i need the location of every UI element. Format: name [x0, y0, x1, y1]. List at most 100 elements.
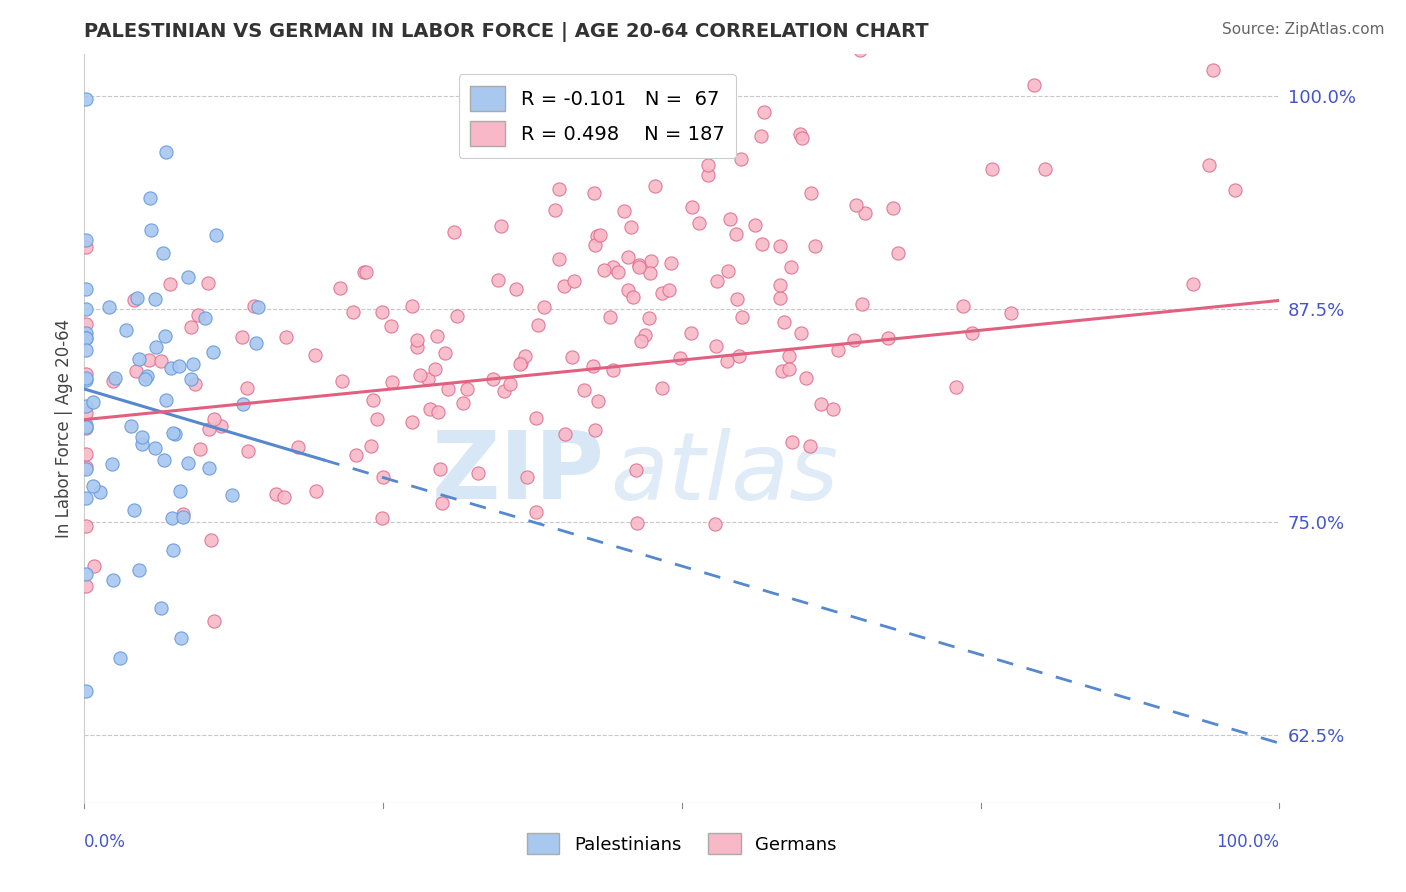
Point — [75, 326, 97, 341]
Point — [202, 412, 225, 426]
Point — [115, 323, 138, 337]
Point — [589, 227, 612, 242]
Point — [287, 440, 309, 454]
Point — [169, 483, 191, 498]
Y-axis label: In Labor Force | Age 20-64: In Labor Force | Age 20-64 — [55, 318, 73, 538]
Point — [243, 299, 266, 313]
Point — [561, 350, 583, 364]
Point — [658, 283, 681, 297]
Point — [131, 437, 153, 451]
Point — [810, 396, 832, 410]
Point — [172, 509, 194, 524]
Point — [626, 516, 648, 531]
Point — [135, 368, 157, 383]
Point — [644, 178, 666, 193]
Point — [75, 418, 97, 433]
Point — [804, 239, 827, 253]
Point — [616, 250, 638, 264]
Point — [238, 443, 260, 458]
Point — [143, 442, 166, 456]
Point — [235, 381, 257, 395]
Point — [127, 291, 149, 305]
Point — [533, 300, 555, 314]
Point — [751, 128, 773, 143]
Point — [75, 518, 97, 533]
Point — [717, 264, 740, 278]
Point — [728, 349, 751, 363]
Point — [160, 511, 183, 525]
Point — [194, 311, 217, 326]
Point — [842, 333, 865, 347]
Point — [122, 503, 145, 517]
Point — [845, 198, 868, 212]
Point — [304, 348, 326, 362]
Point — [101, 457, 124, 471]
Point — [134, 372, 156, 386]
Point — [621, 290, 644, 304]
Point — [794, 371, 817, 385]
Point — [75, 579, 97, 593]
Point — [172, 507, 194, 521]
Point — [162, 542, 184, 557]
Point — [731, 310, 754, 325]
Point — [75, 233, 97, 247]
Point — [1198, 159, 1220, 173]
Point — [128, 563, 150, 577]
Point — [752, 105, 775, 120]
Point — [406, 340, 429, 354]
Point — [627, 258, 650, 272]
Point — [553, 279, 575, 293]
Point — [651, 286, 673, 301]
Point — [342, 304, 364, 318]
Point — [429, 462, 451, 476]
Point — [82, 479, 104, 493]
Point — [108, 650, 131, 665]
Point — [572, 383, 595, 397]
Text: 100.0%: 100.0% — [1216, 833, 1279, 851]
Legend: Palestinians, Germans: Palestinians, Germans — [520, 826, 844, 861]
Point — [770, 363, 793, 377]
Point — [779, 361, 801, 376]
Point — [467, 466, 489, 480]
Point — [75, 567, 97, 582]
Point — [751, 237, 773, 252]
Point — [1022, 78, 1045, 92]
Point — [624, 463, 647, 477]
Point — [730, 152, 752, 166]
Point — [209, 419, 232, 434]
Point — [75, 301, 97, 316]
Point — [160, 361, 183, 376]
Point — [548, 182, 571, 196]
Point — [779, 260, 801, 274]
Point — [180, 320, 202, 334]
Point — [697, 168, 720, 182]
Point — [188, 442, 211, 457]
Point — [273, 490, 295, 504]
Point — [75, 240, 97, 254]
Point — [851, 297, 873, 311]
Point — [75, 318, 97, 332]
Point — [162, 425, 184, 440]
Point — [602, 260, 624, 274]
Point — [75, 92, 97, 106]
Point — [82, 395, 104, 409]
Point — [780, 434, 803, 449]
Point — [592, 263, 614, 277]
Point — [981, 162, 1004, 177]
Point — [638, 266, 661, 280]
Point — [586, 394, 609, 409]
Point — [524, 410, 547, 425]
Point — [583, 423, 606, 437]
Point — [446, 310, 468, 324]
Point — [505, 282, 527, 296]
Point — [990, 21, 1012, 36]
Text: atlas: atlas — [610, 427, 838, 518]
Point — [716, 354, 738, 368]
Point — [548, 252, 571, 267]
Point — [89, 485, 111, 500]
Point — [360, 439, 382, 453]
Point — [778, 349, 800, 363]
Point — [789, 128, 811, 142]
Point — [790, 326, 813, 341]
Point — [808, 10, 831, 24]
